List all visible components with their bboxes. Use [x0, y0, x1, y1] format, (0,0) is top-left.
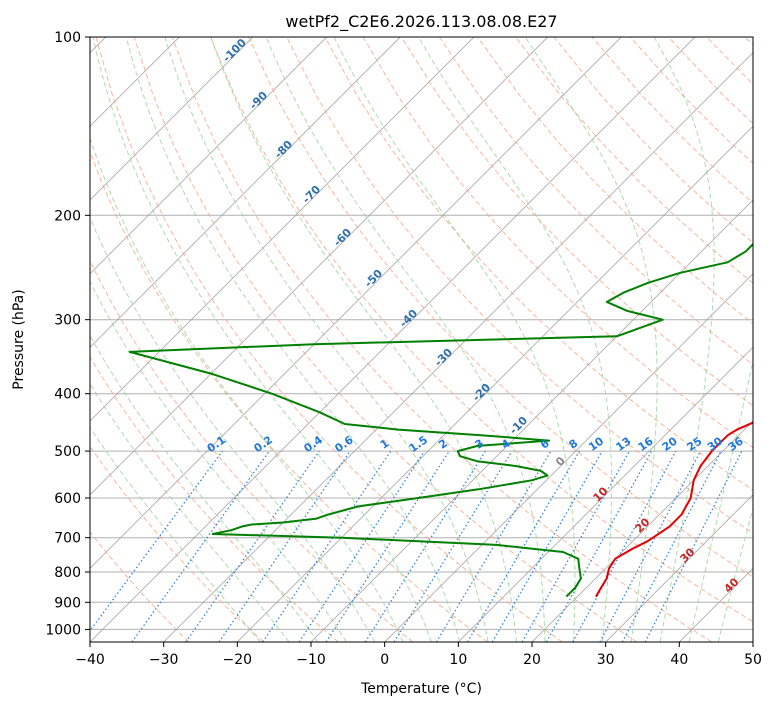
- isotherm-line: [531, 420, 753, 642]
- y-tick-label: 100: [54, 30, 81, 46]
- dry-adiabat-line: [438, 37, 753, 365]
- moist-adiabat-line: [90, 216, 376, 642]
- mixing-ratio-line: [325, 450, 450, 642]
- moist-adiabat-line: [164, 37, 489, 642]
- isotherm-line: [457, 346, 753, 642]
- background-lines: [90, 37, 753, 642]
- y-tick-label: 500: [54, 444, 81, 460]
- x-tick-label: 10: [449, 652, 467, 668]
- moist-adiabat-line: [265, 37, 546, 642]
- mixing-ratio-line: [545, 450, 653, 642]
- y-tick-label: 200: [54, 208, 81, 224]
- mixing-ratio-line: [393, 450, 513, 642]
- isotherm-line: [90, 37, 696, 642]
- mixing-ratio-line: [521, 450, 631, 642]
- moist-adiabat-line: [210, 37, 517, 642]
- dry-adiabat-line: [90, 445, 264, 642]
- moist-adiabat-line: [333, 37, 576, 642]
- y-axis-label: Pressure (hPa): [11, 289, 27, 389]
- dry-adiabat-line: [324, 37, 753, 491]
- mixing-ratio-line: [572, 450, 677, 642]
- x-tick-label: −10: [296, 652, 326, 668]
- moist-adiabat-line: [418, 37, 613, 642]
- mixing-ratio-line: [185, 450, 320, 642]
- dry-adiabat-line: [90, 356, 339, 642]
- mixing-ratio-line: [435, 450, 552, 642]
- moist-adiabat-line: [125, 37, 461, 642]
- dry-adiabat-line: [90, 149, 488, 642]
- temperature-profile: [595, 421, 753, 598]
- y-tick-label: 300: [54, 313, 81, 329]
- moist-adiabat-line: [90, 280, 347, 642]
- isotherm-line: [90, 37, 401, 348]
- moist-adiabat-line: [524, 37, 658, 642]
- dry-adiabat-line: [90, 531, 190, 642]
- dry-adiabat-line: [133, 37, 638, 642]
- x-tick-label: −40: [75, 652, 105, 668]
- isotherm-line: [90, 37, 549, 496]
- dry-adiabat-line: [95, 37, 563, 642]
- isotherm-line: [605, 494, 753, 642]
- dry-adiabat-line: [515, 37, 753, 284]
- mixing-ratio-line: [218, 450, 351, 642]
- mixing-ratio-line: [491, 450, 603, 642]
- x-tick-label: 20: [523, 652, 541, 668]
- isotherm-line: [90, 37, 475, 422]
- y-tick-label: 700: [54, 531, 81, 547]
- isotherm-line: [384, 273, 753, 642]
- isotherm-line: [90, 37, 254, 201]
- moist-adiabat-line: [90, 426, 261, 642]
- x-tick-label: −30: [149, 652, 179, 668]
- x-tick-label: 40: [670, 652, 688, 668]
- x-axis-label: Temperature (°C): [360, 681, 482, 697]
- dewpoint-profile: [128, 242, 753, 598]
- dry-adiabat-line: [248, 37, 753, 578]
- dry-adiabat-line: [210, 37, 753, 623]
- x-tick-label: 30: [597, 652, 615, 668]
- y-tick-label: 1000: [45, 622, 81, 638]
- mixing-ratio-line: [364, 450, 486, 642]
- moist-adiabat-line: [92, 37, 432, 642]
- profile-lines: [128, 242, 753, 598]
- isotherm-line: [90, 37, 622, 569]
- axes: −40 −30 −20 −10 0 10 20 30 40 50 1000 900 800 700 600 5…: [45, 30, 762, 668]
- moist-adiabat-line: [653, 37, 715, 642]
- y-tick-label: 400: [54, 387, 81, 403]
- mixing-ratio-line: [466, 450, 580, 642]
- moist-adiabat-line: [717, 506, 753, 642]
- x-tick-label: 50: [744, 652, 762, 668]
- x-tick-label: 0: [380, 652, 389, 668]
- y-tick-label: 800: [54, 565, 81, 581]
- y-tick-label: 900: [54, 595, 81, 611]
- chart-title: wetPf2_C2E6.2026.113.08.08.E27: [285, 12, 557, 32]
- isotherm-line: [236, 125, 753, 642]
- isotherm-line: [90, 37, 328, 275]
- moist-adiabat-line: [90, 136, 404, 642]
- dry-adiabat-line: [90, 259, 414, 642]
- dry-adiabat-line: [400, 37, 753, 407]
- moist-adiabat-line: [90, 382, 290, 642]
- y-tick-label: 600: [54, 491, 81, 507]
- x-tick-label: −20: [223, 652, 253, 668]
- moist-adiabat-line: [688, 358, 753, 642]
- moist-adiabat-line: [90, 334, 319, 642]
- plot-frame: [89, 36, 754, 643]
